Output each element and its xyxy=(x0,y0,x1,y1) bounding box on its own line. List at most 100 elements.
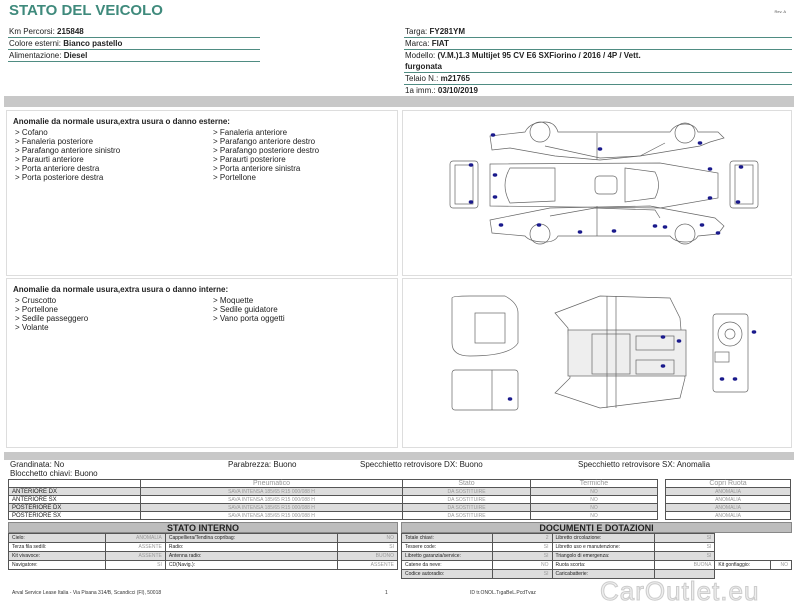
tyre-stato-cell: DA SOSTITUIRE xyxy=(402,495,531,504)
damage-marker-icon xyxy=(468,163,474,167)
kv-label: Kit gonfiaggio: xyxy=(714,560,772,570)
kv-value: SI xyxy=(654,551,716,561)
damage-item: > Cruscotto xyxy=(15,296,57,305)
kv-label: Libretto uso e manutenzione: xyxy=(551,542,656,552)
car-side-view-top xyxy=(489,121,725,161)
tyre-termiche-cell: NO xyxy=(530,487,658,496)
damage-marker-icon xyxy=(715,231,721,235)
copri-row: ANOMALIA xyxy=(665,511,791,520)
damage-marker-icon xyxy=(597,147,603,151)
damage-item: > Parafango anteriore destro xyxy=(213,137,316,146)
damage-marker-icon xyxy=(662,225,668,229)
info-row: furgonata xyxy=(404,61,792,73)
kv-value: ANOMALIA xyxy=(104,533,166,543)
tyre-termiche-cell: NO xyxy=(530,495,658,504)
interior-state-table: Cielo: ANOMALIA Cappelliera/Tendina coprib… xyxy=(8,533,398,570)
kv-value: SI xyxy=(491,551,553,561)
tyre-pos-cell: POSTERIORE SX xyxy=(8,511,141,520)
damage-item: > Porta anteriore sinistra xyxy=(213,164,301,173)
copri-cell: ANOMALIA xyxy=(665,503,791,512)
car-side-view-bottom xyxy=(489,205,725,245)
tyre-tyre-cell: SAVA INTENSA 185/65 R15 000/088 H xyxy=(140,503,403,512)
damage-marker-icon xyxy=(732,377,738,381)
damage-marker-icon xyxy=(735,200,741,204)
kv-value: SI xyxy=(654,533,716,543)
damage-item: > Paraurti anteriore xyxy=(15,155,84,164)
kv-value: SI xyxy=(491,542,553,552)
header-cell: Stato xyxy=(402,479,531,488)
kv-value: NO xyxy=(770,560,792,570)
damage-item: > Sedile guidatore xyxy=(213,305,278,314)
damage-marker-icon xyxy=(652,224,658,228)
info-value: FIAT xyxy=(431,39,449,48)
kv-label: Libretto garanzia/service: xyxy=(401,551,493,561)
blocchetto-status: Blocchetto chiavi: Buono xyxy=(10,469,98,478)
damage-item: > Sedile passeggero xyxy=(15,314,89,323)
info-value: 215848 xyxy=(57,27,84,36)
info-value: m21765 xyxy=(440,74,470,83)
header-cell: Copri Ruota xyxy=(665,479,791,488)
kv-value: SI xyxy=(337,542,398,552)
kv-label: Codice autoradio: xyxy=(401,569,493,579)
kv-label: Antenna radio: xyxy=(164,551,339,561)
kv-label: Triangolo di emergenza: xyxy=(551,551,656,561)
kv-row: Catene da neve: NO Ruota scorta: BUONA Kit g… xyxy=(401,560,792,570)
external-damage-title: Anomalie da normale usura,extra usura o … xyxy=(13,117,230,126)
info-value: FY281YM xyxy=(429,27,466,36)
grandinata-status: Grandinata: No xyxy=(10,460,65,469)
damage-marker-icon xyxy=(707,196,713,200)
info-value: Bianco pastello xyxy=(63,39,123,48)
kv-label: Radio: xyxy=(164,542,339,552)
section-divider xyxy=(4,96,794,107)
damage-item: > Fanaleria anteriore xyxy=(213,128,288,137)
copri-cell: ANOMALIA xyxy=(665,511,791,520)
page-number: 1 xyxy=(385,590,388,596)
damage-item: > Moquette xyxy=(213,296,254,305)
damage-marker-icon xyxy=(738,165,744,169)
tyre-tyre-cell: SAVA INTENSA 185/65 R15 000/088 H xyxy=(140,495,403,504)
damage-marker-icon xyxy=(611,229,617,233)
external-damage-panel: Anomalie da normale usura,extra usura o … xyxy=(6,110,398,276)
parabrezza-status: Parabrezza: Buono xyxy=(228,460,297,469)
kv-label: CD(Navig.): xyxy=(164,560,339,570)
info-row: Telaio N.: m21765 xyxy=(404,73,792,85)
vehicle-info-left: Km Percorsi: 215848 Colore esterni: Bian… xyxy=(8,26,260,62)
header-cell: Pneumatico xyxy=(140,479,403,488)
internal-damage-panel: Anomalie da normale usura,extra usura o … xyxy=(6,278,398,448)
tyre-termiche-cell: NO xyxy=(530,503,658,512)
info-label: Colore esterni: xyxy=(9,39,62,48)
info-value: 03/10/2019 xyxy=(437,86,478,95)
damage-item: > Volante xyxy=(15,323,49,332)
tyre-stato-cell: DA SOSTITUIRE xyxy=(402,511,531,520)
kv-value: ASSENTE xyxy=(104,542,166,552)
kv-row: Libretto garanzia/service: SI Triangolo di… xyxy=(401,551,792,561)
section-divider xyxy=(4,452,794,460)
damage-marker-icon xyxy=(577,230,583,234)
car-cabin-top-view xyxy=(554,295,687,409)
vehicle-info-right: Targa: FY281YM Marca: FIAT Modello: (V.M… xyxy=(404,26,792,97)
damage-item: > Porta posteriore destra xyxy=(15,173,104,182)
tyre-termiche-cell: NO xyxy=(530,511,658,520)
kv-label: Totale chiavi: xyxy=(401,533,493,543)
kv-value: NO xyxy=(337,533,398,543)
documents-title: DOCUMENTI E DOTAZIONI xyxy=(401,522,792,533)
damage-item: > Fanaleria posteriore xyxy=(15,137,94,146)
kv-row: Cielo: ANOMALIA Cappelliera/Tendina coprib… xyxy=(8,533,398,543)
external-damage-list: > Cofano > Fanaleria anteriore > Fanaleria… xyxy=(15,128,397,182)
revision-label: Rev. A xyxy=(774,9,787,14)
damage-marker-icon xyxy=(492,173,498,177)
tyre-row: ANTERIORE SX SAVA INTENSA 185/65 R15 000/… xyxy=(8,495,658,504)
damage-marker-icon xyxy=(676,339,682,343)
tyre-pos-cell: ANTERIORE SX xyxy=(8,495,141,504)
tyre-stato-cell: DA SOSTITUIRE xyxy=(402,487,531,496)
damage-marker-icon xyxy=(719,377,725,381)
copri-cell: ANOMALIA xyxy=(665,495,791,504)
info-row: Alimentazione: Diesel xyxy=(8,50,260,62)
kv-row: Terza fila sedili: ASSENTE Radio: SI xyxy=(8,542,398,552)
info-value: Diesel xyxy=(63,51,88,60)
info-row: Colore esterni: Bianco pastello xyxy=(8,38,260,50)
info-label: Targa: xyxy=(405,27,428,36)
info-row: Marca: FIAT xyxy=(404,38,792,50)
kv-label: Catene da neve: xyxy=(401,560,493,570)
damage-marker-icon xyxy=(507,397,513,401)
